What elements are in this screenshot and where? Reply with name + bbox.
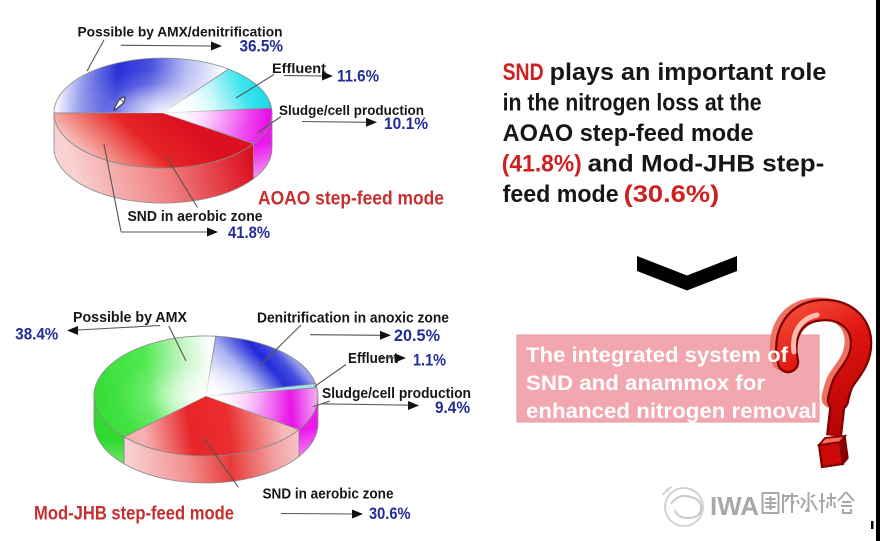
svg-text:SND: SND — [503, 59, 544, 86]
svg-text:Sludge/cell production: Sludge/cell production — [279, 102, 424, 118]
svg-text:41.8%: 41.8% — [228, 224, 270, 242]
svg-text:Effluent: Effluent — [272, 60, 326, 76]
svg-text:(30.6%): (30.6%) — [624, 181, 720, 208]
svg-text:enhanced nitrogen removal: enhanced nitrogen removal — [526, 399, 817, 423]
svg-text:10.1%: 10.1% — [384, 115, 428, 133]
svg-text:AOAO step-feed mode: AOAO step-feed mode — [258, 188, 444, 209]
svg-text:30.6%: 30.6% — [369, 505, 411, 523]
svg-text:SND in aerobic zone: SND in aerobic zone — [263, 487, 394, 503]
svg-text:Possible by AMX/denitrificatio: Possible by AMX/denitrification — [78, 23, 283, 39]
svg-text:9.4%: 9.4% — [435, 399, 470, 417]
svg-text:11.6%: 11.6% — [337, 68, 379, 86]
svg-text:and Mod-JHB step-: and Mod-JHB step- — [588, 151, 825, 178]
svg-text:AOAO step-feed mode: AOAO step-feed mode — [503, 120, 754, 147]
svg-text:Possible by AMX: Possible by AMX — [73, 310, 187, 326]
svg-text:The integrated system of: The integrated system of — [526, 343, 789, 367]
svg-text:plays an important role: plays an important role — [550, 59, 827, 86]
svg-text:20.5%: 20.5% — [394, 327, 440, 345]
svg-text:IWA: IWA — [710, 491, 759, 521]
svg-text:in the nitrogen loss at the: in the nitrogen loss at the — [503, 90, 762, 117]
svg-text:Mod-JHB step-feed mode: Mod-JHB step-feed mode — [34, 504, 234, 525]
svg-text:SND in aerobic zone: SND in aerobic zone — [128, 209, 263, 225]
svg-text:36.5%: 36.5% — [240, 38, 284, 56]
svg-text:Sludge/cell production: Sludge/cell production — [322, 386, 471, 402]
svg-text:SND and anammox for: SND and anammox for — [526, 371, 766, 395]
svg-text:38.4%: 38.4% — [15, 326, 58, 344]
svg-text:(41.8%): (41.8%) — [502, 151, 582, 178]
svg-text:1.1%: 1.1% — [413, 352, 446, 370]
svg-text:Denitrification in anoxic zone: Denitrification in anoxic zone — [257, 311, 449, 327]
svg-text:Effluent: Effluent — [348, 351, 398, 367]
svg-text:feed mode: feed mode — [503, 181, 619, 208]
